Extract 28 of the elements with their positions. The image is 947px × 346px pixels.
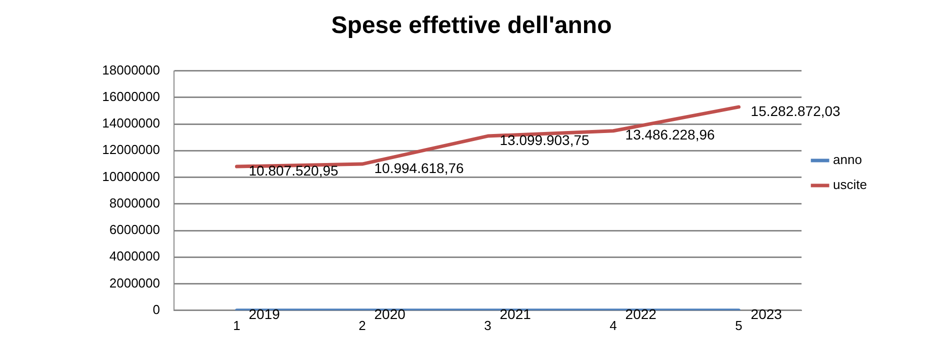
x-tick-label: 1 <box>233 318 240 333</box>
data-label: 2023 <box>750 306 782 322</box>
x-tick-label: 4 <box>610 318 617 333</box>
y-tick-label: 2000000 <box>109 275 160 290</box>
y-tick-label: 4000000 <box>109 248 160 264</box>
y-tick-label: 10000000 <box>102 168 160 184</box>
y-tick-label: 14000000 <box>102 116 160 131</box>
y-tick-label: 0 <box>152 302 160 317</box>
data-label: 10.994.618,76 <box>374 160 464 176</box>
y-tick-label: 12000000 <box>102 142 160 158</box>
y-tick-label: 16000000 <box>102 89 160 104</box>
y-tick-label: 6000000 <box>109 222 160 238</box>
data-label: 2020 <box>374 306 406 322</box>
data-label: 10.807.520,95 <box>248 162 338 178</box>
x-tick-label: 5 <box>735 318 742 333</box>
legend-label: uscite <box>833 177 868 192</box>
y-tick-label: 8000000 <box>109 195 160 210</box>
x-tick-label: 3 <box>484 318 492 333</box>
y-tick-label: 18000000 <box>102 62 160 78</box>
data-label: 13.099.903,75 <box>500 132 590 148</box>
data-label: 13.486.228,96 <box>625 126 716 143</box>
x-tick-label: 2 <box>358 318 366 333</box>
data-label: 2021 <box>500 306 532 322</box>
data-label: 15.282.872,03 <box>750 102 841 119</box>
data-label: 2019 <box>248 306 280 322</box>
chart-title: Spese effettive dell'anno <box>331 12 612 40</box>
data-label: 2022 <box>625 306 657 322</box>
legend-label: anno <box>833 152 862 168</box>
